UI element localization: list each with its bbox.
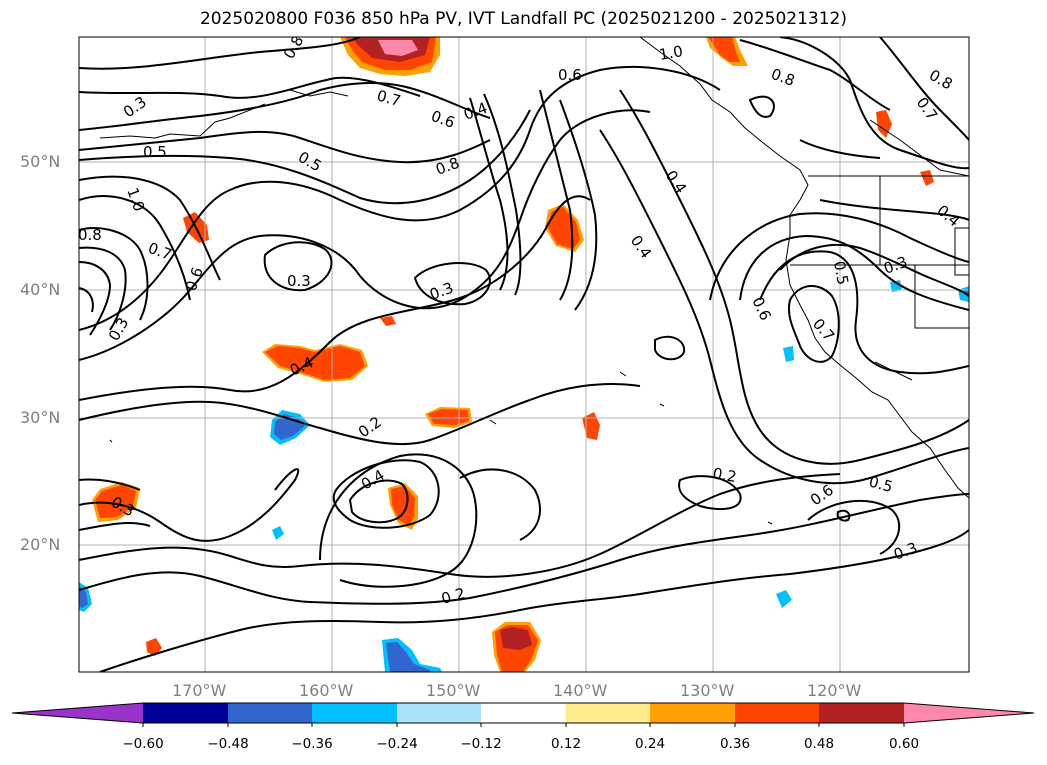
contour-label: 0.5	[867, 472, 895, 496]
colorbar-over-extension	[904, 703, 1034, 723]
contour-label: 0.5	[830, 260, 852, 287]
map-frame	[78, 36, 970, 673]
contour-label: 0.8	[78, 226, 102, 244]
colorbar-swatch	[819, 703, 904, 723]
lon-label: 120°W	[807, 681, 862, 700]
colorbar-swatch	[143, 703, 228, 723]
contour-label: 0.2	[711, 464, 738, 486]
colorbar-tick-label: 0.48	[803, 736, 835, 752]
lon-label: 170°W	[172, 681, 227, 700]
colorbar-tick-label: 0.36	[719, 736, 751, 752]
colorbar-swatch	[312, 703, 397, 723]
lat-label: 50°N	[20, 152, 61, 171]
coastlines	[99, 37, 969, 525]
colorbar-tick-label: 0.24	[634, 736, 666, 752]
colorbar-swatch	[566, 703, 650, 723]
colorbar-tick-label: −0.60	[122, 736, 164, 752]
colorbar	[11, 702, 1035, 727]
colorbar-under-extension	[12, 703, 143, 723]
colorbar-swatch	[481, 703, 566, 723]
lat-label: 20°N	[20, 535, 61, 554]
lat-label: 30°N	[20, 408, 61, 427]
map-area	[79, 37, 969, 672]
lon-label: 160°W	[299, 681, 354, 700]
colorbar-tick-label: −0.24	[376, 736, 418, 752]
lat-label: 40°N	[20, 280, 61, 299]
graticule	[79, 37, 969, 672]
colorbar-tick-label: 0.60	[888, 736, 920, 752]
pv-shading	[79, 37, 969, 672]
pv-contours	[79, 37, 969, 672]
contour-label: 0.6	[558, 66, 582, 84]
contour-label: 0.5	[143, 143, 167, 161]
colorbar-swatch	[650, 703, 735, 723]
contour-label: 0.2	[439, 584, 467, 608]
lon-label: 140°W	[553, 681, 608, 700]
lon-label: 150°W	[426, 681, 481, 700]
colorbar-swatch	[397, 703, 481, 723]
map-title: 2025020800 F036 850 hPa PV, IVT Landfall…	[199, 9, 847, 29]
colorbar-tick-label: −0.12	[460, 736, 502, 752]
colorbar-tick-label: −0.36	[291, 736, 333, 752]
lon-label: 130°W	[680, 681, 735, 700]
colorbar-tick-label: −0.48	[207, 736, 249, 752]
colorbar-swatch	[735, 703, 819, 723]
colorbar-swatch	[228, 703, 313, 723]
colorbar-tick-label: 0.12	[550, 736, 582, 752]
contour-label: 0.7	[375, 86, 403, 110]
contour-label: 1.0	[658, 42, 685, 64]
contour-label: 0.3	[287, 272, 311, 290]
